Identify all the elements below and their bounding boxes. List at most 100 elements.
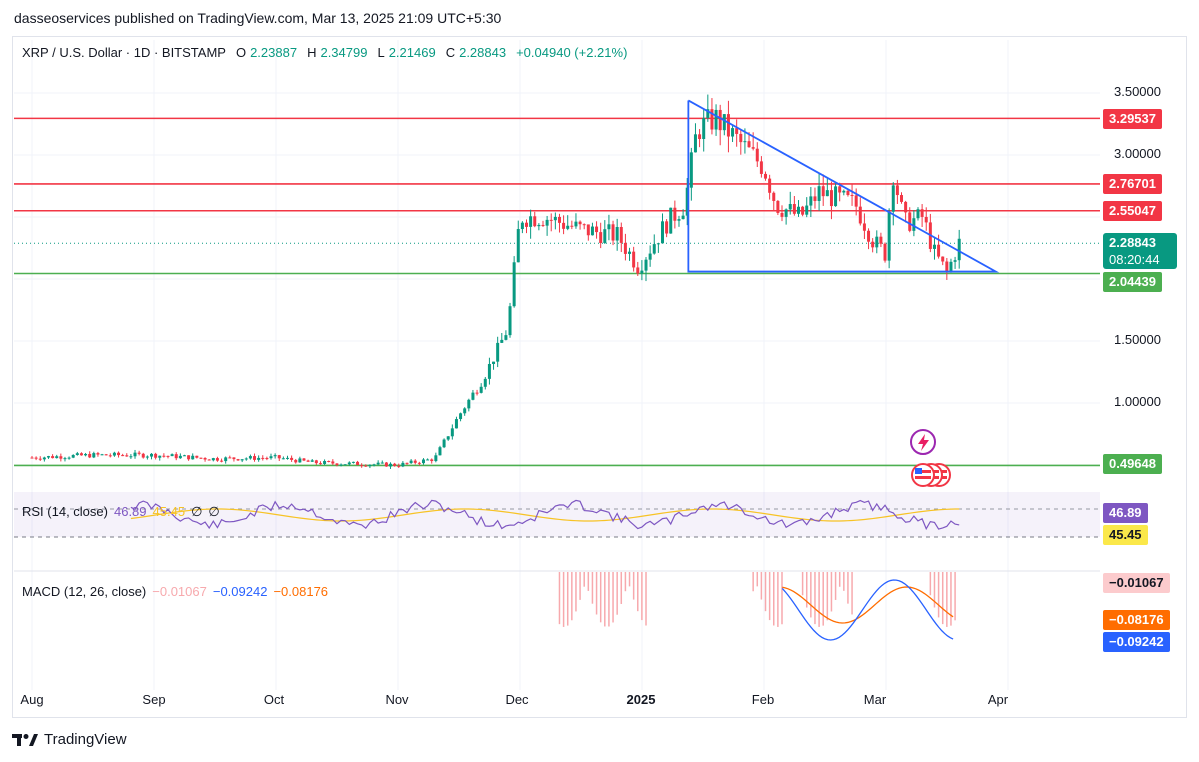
candle-body xyxy=(84,453,88,456)
candle-body xyxy=(438,447,442,456)
candle-body xyxy=(665,221,669,234)
candle-body xyxy=(512,262,516,307)
candle-body xyxy=(141,453,145,458)
candle-body xyxy=(38,458,42,460)
candle-body xyxy=(426,459,430,461)
low-value: 2.21469 xyxy=(388,45,436,60)
candle-body xyxy=(834,186,838,207)
rsi-axis-label: 46.89 xyxy=(1103,503,1148,523)
candle-body xyxy=(430,459,434,462)
candle-body xyxy=(368,464,372,467)
last-price-box xyxy=(1103,233,1177,269)
candle-body xyxy=(150,453,154,457)
candle-body xyxy=(574,221,578,227)
candle-body xyxy=(751,147,755,149)
us-flag-event-icon xyxy=(911,463,935,487)
rsi-band xyxy=(14,492,1100,537)
macd-legend: MACD (12, 26, close) −0.01067 −0.09242 −… xyxy=(22,584,328,599)
candle-body xyxy=(178,455,182,459)
candle-body xyxy=(772,192,776,201)
candle-body xyxy=(393,463,397,466)
candle-body xyxy=(475,392,479,394)
candle-body xyxy=(100,454,104,456)
candle-body xyxy=(731,128,735,137)
candle-body xyxy=(30,457,34,459)
candle-body xyxy=(496,342,500,362)
candle-body xyxy=(792,204,796,214)
candle-body xyxy=(829,190,833,207)
rsi-title[interactable]: RSI (14, close) xyxy=(22,504,108,519)
macd-hist-axis-label: −0.01067 xyxy=(1103,573,1170,593)
candle-body xyxy=(318,463,322,465)
footer-brand[interactable]: TradingView xyxy=(44,731,127,748)
candle-body xyxy=(941,256,945,262)
price-label-support-2: 0.49648 xyxy=(1103,454,1162,474)
candle-body xyxy=(191,455,195,460)
candle-body xyxy=(273,455,277,457)
price-tick: 1.00000 xyxy=(1114,394,1161,409)
candle-body xyxy=(356,461,360,466)
candle-body xyxy=(79,453,83,456)
candle-body xyxy=(442,439,446,448)
candle-body xyxy=(137,452,141,454)
macd-title[interactable]: MACD (12, 26, close) xyxy=(22,584,147,599)
candle-body xyxy=(471,392,475,400)
candle-body xyxy=(248,456,252,459)
candle-body xyxy=(112,452,116,456)
candle-body xyxy=(813,196,817,201)
time-tick: Dec xyxy=(505,692,529,707)
candle-body xyxy=(483,378,487,387)
candle-body xyxy=(953,260,957,262)
candle-body xyxy=(529,216,533,227)
candle-body xyxy=(788,204,792,210)
candle-body xyxy=(636,267,640,274)
candle-body xyxy=(46,456,50,458)
candle-body xyxy=(916,209,920,219)
candle-body xyxy=(603,229,607,243)
open-key: O xyxy=(235,45,247,60)
candle-body xyxy=(747,141,751,148)
candle-body xyxy=(232,457,236,460)
candle-body xyxy=(199,457,203,459)
candle-body xyxy=(347,462,351,465)
candle-body xyxy=(253,456,257,460)
rsi-legend: RSI (14, close) 46.89 45.45 ∅ ∅ xyxy=(22,504,220,520)
rsi-value: 46.89 xyxy=(113,504,147,519)
candle-body xyxy=(306,460,310,462)
candle-body xyxy=(656,243,660,245)
candle-body xyxy=(582,224,586,226)
symbol-title[interactable]: XRP / U.S. Dollar · 1D · BITSTAMP xyxy=(22,45,226,60)
candle-body xyxy=(129,456,133,458)
time-tick: Apr xyxy=(987,692,1009,707)
price-tick: 3.00000 xyxy=(1114,146,1161,161)
candle-body xyxy=(42,457,46,460)
candle-body xyxy=(768,178,772,193)
candle-body xyxy=(537,224,541,227)
candle-body xyxy=(401,462,405,467)
candle-body xyxy=(331,461,335,464)
candle-body xyxy=(454,419,458,429)
candle-body xyxy=(640,270,644,274)
candle-body xyxy=(669,207,673,234)
candle-body xyxy=(595,226,599,233)
candle-body xyxy=(533,216,537,227)
candle-body xyxy=(541,224,545,226)
rsi-line xyxy=(130,499,960,531)
candle-body xyxy=(862,223,866,231)
candle-body xyxy=(632,251,636,268)
candle-body xyxy=(842,190,846,193)
candle-body xyxy=(55,456,59,459)
candle-body xyxy=(133,452,137,457)
candle-body xyxy=(265,458,269,460)
macd-line xyxy=(781,579,954,641)
candle-body xyxy=(545,219,549,226)
candle-body xyxy=(434,455,438,462)
candle-body xyxy=(525,222,529,227)
candle-body xyxy=(34,457,38,459)
lightning-glyph-icon xyxy=(918,434,929,451)
candle-body xyxy=(759,161,763,174)
candle-body xyxy=(211,458,215,461)
candle-body xyxy=(784,209,788,217)
last-price-label: 2.28843 xyxy=(1109,235,1156,250)
price-label-resistance-2: 2.76701 xyxy=(1103,174,1162,194)
